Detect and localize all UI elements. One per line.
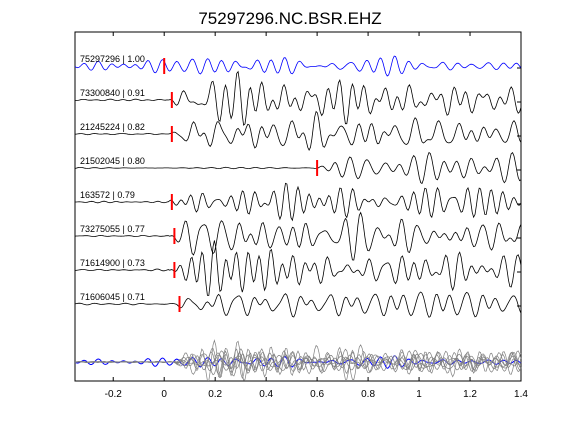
x-tick-label: 0.8 [361, 389, 375, 400]
x-tick-label: 1 [416, 389, 422, 400]
plot-frame [74, 31, 522, 382]
x-tick-label: -0.2 [105, 389, 123, 400]
x-axis: -0.2 0 0.2 0.4 0.6 0.8 1 1.2 1.4 [105, 32, 528, 400]
trace-line [74, 55, 522, 77]
chart-title: 75297296.NC.BSR.EHZ [198, 9, 381, 28]
x-tick-label: 0.4 [259, 389, 273, 400]
trace-line [74, 211, 522, 261]
trace-line [75, 70, 522, 126]
trace-label: 73275055 | 0.77 [80, 224, 145, 234]
trace-label: 71606045 | 0.71 [80, 292, 145, 302]
trace-label: 73300840 | 0.91 [80, 88, 145, 98]
x-tick-label: 0.2 [208, 389, 222, 400]
stack-trace-line [75, 344, 522, 375]
x-tick-label: 1.2 [463, 389, 477, 400]
trace-label-group: 75297296 | 1.00 73300840 | 0.91 21245224 |… [80, 54, 145, 302]
x-tick-label: 0.6 [310, 389, 324, 400]
trace-line [75, 182, 522, 222]
trace-label: 71614900 | 0.73 [80, 258, 145, 268]
stacked-traces [74, 339, 522, 381]
pick-marker-group [163, 58, 319, 312]
x-tick-label: 0 [161, 389, 167, 400]
x-tick-label: 1.4 [514, 389, 528, 400]
stack-trace-line [74, 352, 522, 373]
trace-label: 21245224 | 0.82 [80, 122, 145, 132]
trace-label: 163572 | 0.79 [80, 190, 135, 200]
trace-line [74, 291, 522, 318]
trace-label: 21502045 | 0.80 [80, 156, 145, 166]
trace-line [74, 110, 522, 152]
trace-label: 75297296 | 1.00 [80, 54, 145, 64]
trace-group [74, 55, 522, 318]
trace-line [74, 240, 522, 296]
trace-line [74, 151, 522, 185]
